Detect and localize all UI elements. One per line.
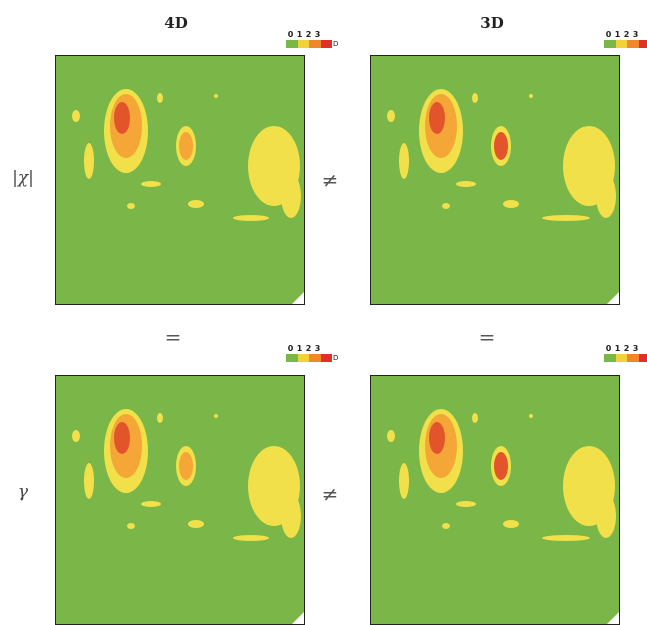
corner-mark [607,612,619,624]
legend-unit: D [333,40,339,48]
region-right-tail [281,174,301,218]
speck-top [157,93,163,103]
streak-middle [141,181,161,187]
column-title-3d: 3D [480,14,504,32]
column-title-4d: 4D [164,14,188,32]
speck-left [387,110,395,122]
speck-lower-left [127,523,135,529]
streak-lower-right [233,535,269,541]
streak-lower-center [503,520,519,528]
cluster-left-core [429,102,445,134]
cluster-center-core [179,132,193,160]
corner-mark [292,292,304,304]
legend-unit: D [333,354,339,362]
cluster-center-core [179,452,193,480]
streak-lower-right [542,215,590,221]
region-right-tail [281,494,301,538]
cluster-center-core [494,132,508,160]
speck-top-right [214,414,218,418]
legend-swatches [604,354,647,362]
speck-lower-left [442,523,450,529]
speck-left [72,110,80,122]
speck-left [72,430,80,442]
streak-middle [141,501,161,507]
relation-right-eq: = [478,325,496,349]
map-panel-chi-4d [55,55,305,305]
speck-lower-left [127,203,135,209]
row-label-gamma: γ [17,482,29,502]
cluster-center-core [494,452,508,480]
speck-top-right [529,414,533,418]
streak-middle [456,181,476,187]
relation-left-eq: = [164,325,182,349]
streak-lower-right [233,215,269,221]
streak-left [84,463,94,499]
streak-lower-center [188,520,204,528]
cluster-left-core [114,102,130,134]
streak-lower-center [188,200,204,208]
row-label-chi: |χ| [12,168,34,188]
corner-mark [607,292,619,304]
speck-top [157,413,163,423]
corner-mark [292,612,304,624]
map-panel-chi-3d [370,55,620,305]
legend-swatches [286,354,332,362]
cluster-left-core [114,422,130,454]
streak-lower-right [542,535,590,541]
streak-left [84,143,94,179]
region-right-tail [596,494,616,538]
legend-swatches [286,40,332,48]
streak-left [399,143,409,179]
region-right-tail [596,174,616,218]
speck-lower-left [442,203,450,209]
speck-left [387,430,395,442]
speck-top-right [529,94,533,98]
streak-middle [456,501,476,507]
legend-swatches [604,40,647,48]
relation-bottom-neq: ≠ [321,482,339,506]
streak-left [399,463,409,499]
streak-lower-center [503,200,519,208]
cluster-left-core [429,422,445,454]
speck-top [472,413,478,423]
speck-top [472,93,478,103]
relation-top-neq: ≠ [321,168,339,192]
map-panel-gamma-4d [55,375,305,625]
map-panel-gamma-3d [370,375,620,625]
speck-top-right [214,94,218,98]
